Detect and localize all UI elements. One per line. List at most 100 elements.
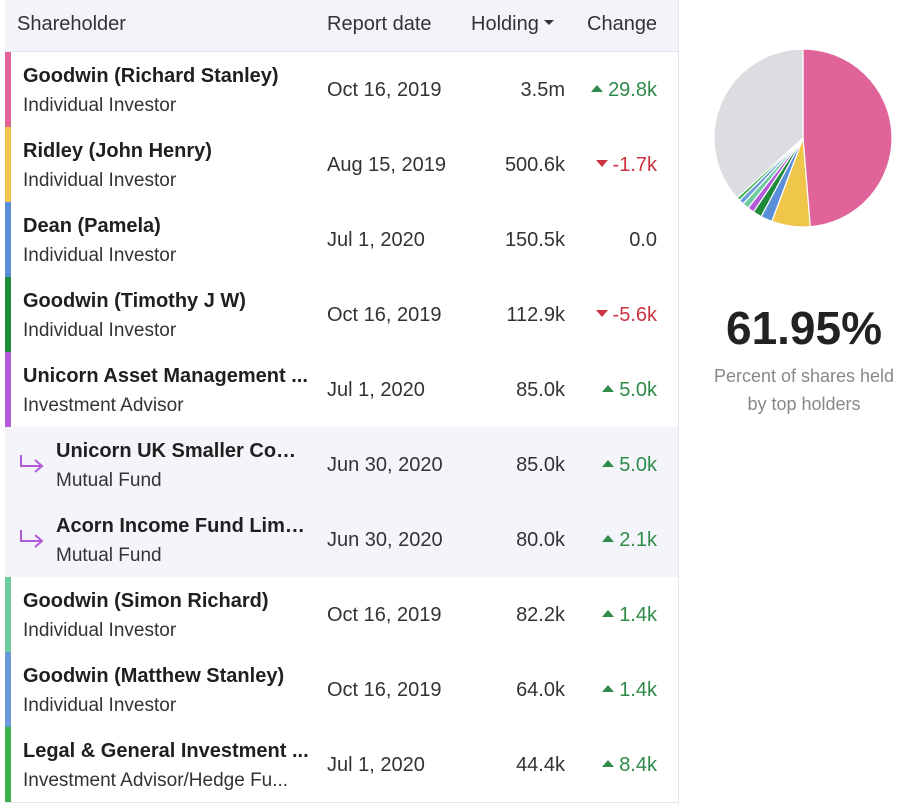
row-color-bar — [5, 652, 11, 727]
shareholder-name[interactable]: Acorn Income Fund Limi... — [56, 515, 306, 537]
shareholder-name[interactable]: Goodwin (Simon Richard) — [23, 590, 269, 612]
decrease-triangle-icon — [595, 310, 608, 318]
change-amount: 0.0 — [629, 229, 657, 251]
holding-value: 500.6k — [504, 154, 565, 176]
shareholder-name[interactable]: Unicorn Asset Management ... — [23, 365, 308, 387]
change-column-header[interactable]: Change — [587, 13, 658, 35]
table-row[interactable]: Legal & General Investment ... Investment… — [5, 727, 678, 803]
report-date: Jul 1, 2020 — [327, 229, 425, 251]
ownership-pie-chart — [713, 48, 893, 228]
report-date: Jun 30, 2020 — [327, 454, 443, 476]
change-amount: 5.0k — [619, 379, 657, 401]
report-date: Oct 16, 2019 — [327, 304, 442, 326]
increase-triangle-icon — [602, 685, 615, 693]
holding-value: 82.2k — [516, 604, 565, 626]
shareholder-type: Mutual Fund — [56, 470, 162, 491]
holding-value: 80.0k — [516, 529, 565, 551]
row-color-bar — [5, 277, 11, 352]
change-value: 8.4k — [602, 754, 657, 777]
row-color-bar — [5, 127, 11, 202]
report-date: Jun 30, 2020 — [327, 529, 443, 551]
table-row[interactable]: Goodwin (Richard Stanley) Individual Inve… — [5, 52, 678, 128]
shareholder-type: Individual Investor — [23, 95, 177, 116]
shareholder-name[interactable]: Goodwin (Matthew Stanley) — [23, 665, 285, 687]
shareholder-column-header[interactable]: Shareholder — [17, 13, 126, 35]
table-row[interactable]: Unicorn UK Smaller Com... Mutual Fund Jun … — [5, 427, 678, 503]
shareholder-type: Investment Advisor/Hedge Fu... — [23, 770, 289, 791]
table-row[interactable]: Goodwin (Timothy J W) Individual Investor… — [5, 277, 678, 353]
change-value: -5.6k — [595, 304, 657, 327]
table-row[interactable]: Unicorn Asset Management ... Investment A… — [5, 352, 678, 428]
pie-slice — [802, 48, 893, 228]
shareholder-type: Investment Advisor — [23, 395, 184, 416]
row-color-bar — [5, 577, 11, 652]
shareholder-type: Individual Investor — [23, 245, 177, 266]
shareholder-name[interactable]: Goodwin (Timothy J W) — [23, 290, 246, 312]
table-header: Shareholder Report date Holding Change — [5, 0, 678, 52]
change-value: 1.4k — [602, 604, 657, 627]
shareholder-name[interactable]: Ridley (John Henry) — [23, 140, 212, 162]
increase-triangle-icon — [602, 385, 615, 393]
change-value: 1.4k — [602, 679, 657, 702]
row-color-bar — [5, 727, 11, 802]
report-date-column-header[interactable]: Report date — [327, 13, 432, 35]
change-amount: -5.6k — [612, 304, 657, 326]
shareholder-name[interactable]: Legal & General Investment ... — [23, 740, 309, 762]
increase-triangle-icon — [591, 85, 604, 93]
shareholder-type: Individual Investor — [23, 620, 177, 641]
shareholder-name[interactable]: Dean (Pamela) — [23, 215, 161, 237]
sub-holding-arrow-icon — [20, 530, 44, 548]
table-row[interactable]: Goodwin (Matthew Stanley) Individual Inve… — [5, 652, 678, 728]
holdings-summary: 61.95% Percent of shares held by top hol… — [688, 0, 914, 806]
report-date: Jul 1, 2020 — [327, 754, 425, 776]
shareholder-type: Mutual Fund — [56, 545, 162, 566]
increase-triangle-icon — [602, 610, 615, 618]
decrease-triangle-icon — [595, 160, 608, 168]
report-date: Oct 16, 2019 — [327, 79, 442, 101]
shareholder-table: Shareholder Report date Holding Change G… — [5, 0, 679, 806]
holding-value: 85.0k — [516, 454, 565, 476]
change-amount: 5.0k — [619, 454, 657, 476]
holding-value: 44.4k — [516, 754, 565, 776]
change-value: 5.0k — [602, 379, 657, 402]
change-amount: 8.4k — [619, 754, 657, 776]
increase-triangle-icon — [602, 460, 615, 468]
holding-value: 85.0k — [516, 379, 565, 401]
table-row[interactable]: Dean (Pamela) Individual Investor Jul 1, 2… — [5, 202, 678, 278]
shareholder-type: Individual Investor — [23, 695, 177, 716]
increase-triangle-icon — [602, 535, 615, 543]
change-value: 2.1k — [602, 529, 657, 552]
shareholder-name[interactable]: Goodwin (Richard Stanley) — [23, 65, 279, 87]
change-value: 29.8k — [591, 79, 657, 102]
table-row[interactable]: Ridley (John Henry) Individual Investor Au… — [5, 127, 678, 203]
report-date: Oct 16, 2019 — [327, 679, 442, 701]
table-row[interactable]: Goodwin (Simon Richard) Individual Invest… — [5, 577, 678, 653]
shareholder-type: Individual Investor — [23, 320, 177, 341]
shareholder-type: Individual Investor — [23, 170, 177, 191]
holding-header-label: Holding — [471, 13, 539, 35]
change-amount: 1.4k — [619, 679, 657, 701]
change-amount: 29.8k — [608, 79, 657, 101]
change-value: 5.0k — [602, 454, 657, 477]
row-color-bar — [5, 352, 11, 427]
change-amount: 2.1k — [619, 529, 657, 551]
change-amount: 1.4k — [619, 604, 657, 626]
change-value: -1.7k — [595, 154, 657, 177]
holding-value: 112.9k — [506, 304, 565, 326]
holding-value: 3.5m — [520, 79, 565, 101]
top-holders-caption: Percent of shares held by top holders — [713, 366, 895, 414]
sort-caret-icon — [543, 20, 554, 26]
holding-value: 64.0k — [516, 679, 565, 701]
report-date: Oct 16, 2019 — [327, 604, 442, 626]
top-holders-percent: 61.95% — [725, 302, 882, 354]
shareholder-name[interactable]: Unicorn UK Smaller Com... — [56, 440, 306, 462]
row-color-bar — [5, 202, 11, 277]
report-date: Aug 15, 2019 — [327, 154, 446, 176]
change-amount: -1.7k — [612, 154, 657, 176]
change-value: 0.0 — [629, 229, 657, 252]
table-row[interactable]: Acorn Income Fund Limi... Mutual Fund Jun … — [5, 502, 678, 578]
holding-column-header[interactable]: Holding — [471, 13, 554, 36]
row-color-bar — [5, 52, 11, 127]
report-date: Jul 1, 2020 — [327, 379, 425, 401]
sub-holding-arrow-icon — [20, 455, 44, 473]
